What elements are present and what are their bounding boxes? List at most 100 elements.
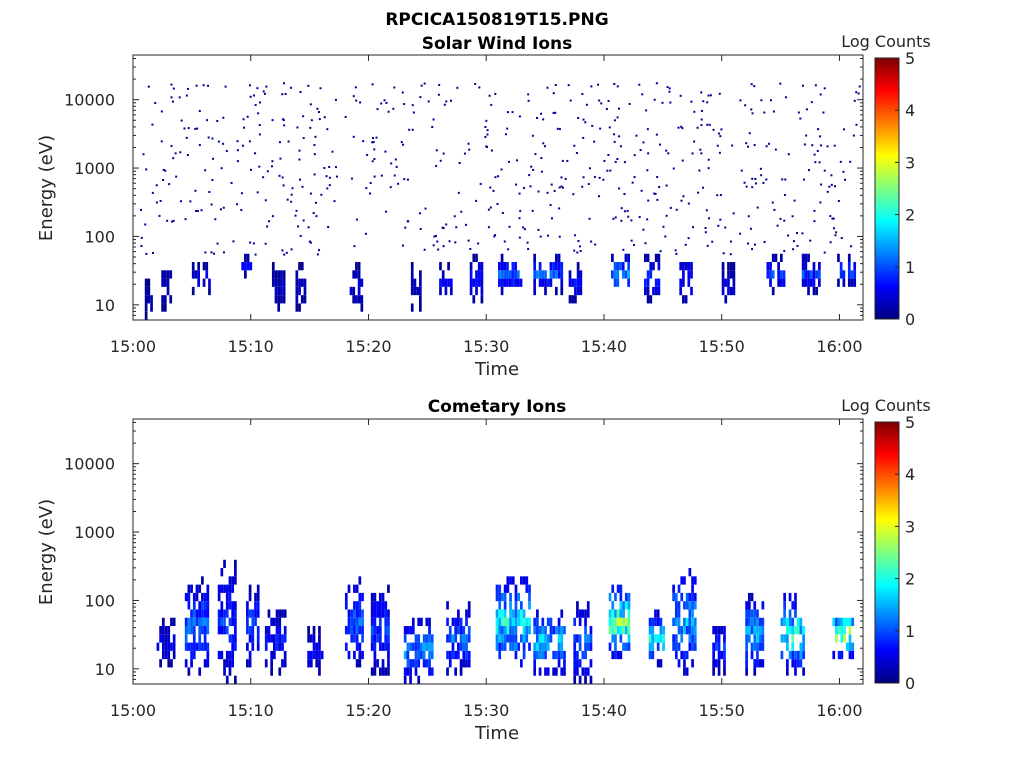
spectrogram-cell xyxy=(822,111,825,114)
spectrogram-cell xyxy=(236,149,239,152)
spectrogram-cell xyxy=(788,650,792,660)
spectrogram-cell xyxy=(147,278,151,287)
spectrogram-cell xyxy=(845,642,849,651)
spectrogram-cell xyxy=(662,634,665,643)
spectrogram-cell xyxy=(506,626,510,635)
spectrogram-cell xyxy=(573,617,577,627)
spectrogram-cell xyxy=(309,650,313,660)
spectrogram-cell xyxy=(684,295,688,304)
spectrogram-cell xyxy=(677,126,680,129)
spectrogram-cell xyxy=(525,584,529,593)
spectrogram-cell xyxy=(385,101,388,104)
spectrogram-cell xyxy=(654,286,658,296)
spectrogram-cell xyxy=(506,270,509,279)
spectrogram-cell xyxy=(536,642,539,651)
spectrogram-cell xyxy=(271,262,275,271)
spectrogram-cell xyxy=(277,295,281,304)
spectrogram-cell xyxy=(794,626,797,635)
spectrogram-cell xyxy=(552,667,555,676)
spectrogram-cell xyxy=(791,634,795,643)
spectrogram-cell xyxy=(586,642,590,651)
spectrogram-cell xyxy=(355,295,358,304)
spectrogram-cell xyxy=(573,659,577,668)
x-tick-label: 15:50 xyxy=(699,337,745,356)
spectrogram-cell xyxy=(419,303,422,312)
spectrogram-cell xyxy=(467,659,471,668)
spectrogram-cell xyxy=(246,262,250,271)
spectrogram-cell xyxy=(217,584,221,593)
spectrogram-cell xyxy=(729,240,732,243)
spectrogram-cell xyxy=(850,278,854,287)
spectrogram-cell xyxy=(552,111,555,114)
spectrogram-cell xyxy=(848,650,852,660)
spectrogram-cell xyxy=(690,286,693,296)
spectrogram-cell xyxy=(401,244,404,247)
spectrogram-cell xyxy=(169,270,173,279)
spectrogram-cell xyxy=(685,601,689,610)
colorbar-tick-label: 1 xyxy=(905,258,915,277)
spectrogram-cell xyxy=(607,99,610,102)
spectrogram-cell xyxy=(791,215,794,218)
spectrogram-cell xyxy=(501,642,504,651)
spectrogram-cell xyxy=(164,650,168,660)
spectrogram-cell xyxy=(211,137,214,140)
spectrogram-cell xyxy=(807,169,810,172)
spectrogram-cell xyxy=(223,659,226,668)
spectrogram-cell xyxy=(355,617,359,627)
spectrogram-cell xyxy=(167,650,171,660)
spectrogram-cell xyxy=(811,144,814,147)
spectrogram-cell xyxy=(460,210,463,213)
spectrogram-cell xyxy=(433,235,436,238)
spectrogram-cell xyxy=(837,253,840,263)
spectrogram-cell xyxy=(552,92,555,95)
spectrogram-cell xyxy=(290,193,293,196)
spectrogram-cell xyxy=(147,85,150,88)
spectrogram-cell xyxy=(357,286,361,296)
spectrogram-cell xyxy=(693,592,697,602)
spectrogram-cell xyxy=(480,278,484,287)
spectrogram-cell xyxy=(680,199,683,202)
spectrogram-cell xyxy=(478,86,481,89)
x-tick-label: 15:00 xyxy=(110,337,156,356)
spectrogram-cell xyxy=(855,91,858,94)
spectrogram-cell xyxy=(693,626,697,635)
spectrogram-cell xyxy=(420,84,423,87)
spectrogram-cell xyxy=(688,642,692,651)
spectrogram-cell xyxy=(715,659,718,668)
spectrogram-cell xyxy=(300,295,304,304)
spectrogram-cell xyxy=(780,634,784,643)
spectrogram-cell xyxy=(494,92,497,95)
spectrogram-cell xyxy=(707,158,710,161)
spectrogram-cell xyxy=(142,153,145,156)
spectrogram-cell xyxy=(848,642,852,651)
spectrogram-cell xyxy=(246,626,249,635)
x-tick-label: 15:30 xyxy=(463,701,509,720)
spectrogram-cell xyxy=(837,199,840,202)
spectrogram-cell xyxy=(687,202,690,205)
spectrogram-cell xyxy=(786,617,789,627)
spectrogram-cell xyxy=(503,642,507,651)
spectrogram-cell xyxy=(277,303,281,312)
spectrogram-cell xyxy=(144,286,148,296)
spectrogram-cell xyxy=(814,84,817,87)
spectrogram-cell xyxy=(662,626,665,635)
spectrogram-cell xyxy=(307,659,310,668)
spectrogram-cell xyxy=(578,634,582,643)
spectrogram-cell xyxy=(750,626,754,635)
spectrogram-cell xyxy=(514,592,518,602)
spectrogram-cell xyxy=(151,123,154,126)
spectrogram-cell xyxy=(739,232,742,235)
spectrogram-cell xyxy=(758,626,762,635)
spectrogram-cell xyxy=(799,617,803,627)
spectrogram-cell xyxy=(222,251,225,254)
spectrogram-cell xyxy=(406,650,410,660)
spectrogram-cell xyxy=(658,186,661,189)
spectrogram-cell xyxy=(687,262,691,271)
spectrogram-cell xyxy=(425,642,429,651)
spectrogram-cell xyxy=(403,650,407,660)
spectrogram-cell xyxy=(231,617,235,627)
spectrogram-cell xyxy=(378,626,382,635)
spectrogram-cell xyxy=(494,234,497,237)
spectrogram-cell xyxy=(608,592,612,602)
spectrogram-cell xyxy=(708,123,711,126)
